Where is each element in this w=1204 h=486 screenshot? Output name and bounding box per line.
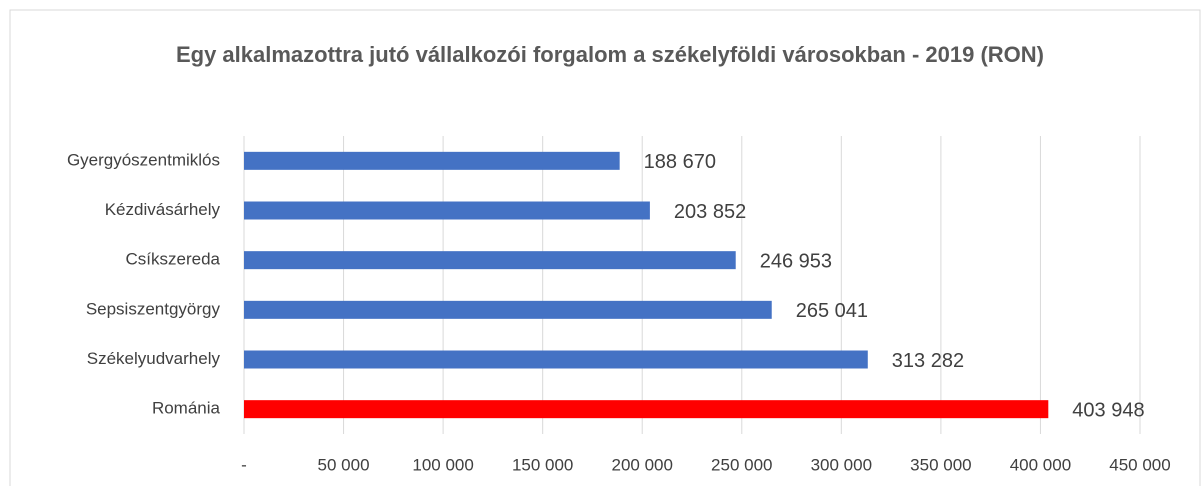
x-tick-label: 150 000 bbox=[512, 455, 573, 474]
bar bbox=[244, 300, 772, 319]
value-label: 188 670 bbox=[644, 151, 716, 173]
value-label: 203 852 bbox=[674, 201, 746, 223]
x-tick-label: 300 000 bbox=[811, 455, 872, 474]
bar bbox=[244, 201, 650, 220]
y-tick-label: Gyergyószentmiklós bbox=[67, 150, 220, 169]
value-label: 246 953 bbox=[760, 250, 832, 272]
y-tick-label: Románia bbox=[152, 399, 221, 418]
x-tick-label: - bbox=[241, 455, 247, 474]
value-label: 265 041 bbox=[796, 300, 868, 322]
x-tick-label: 250 000 bbox=[711, 455, 772, 474]
y-tick-label: Csíkszereda bbox=[126, 250, 221, 269]
y-tick-label: Sepsiszentgyörgy bbox=[86, 299, 221, 318]
bar bbox=[244, 151, 620, 170]
chart-title: Egy alkalmazottra jutó vállalkozói forga… bbox=[175, 42, 1045, 67]
x-tick-label: 400 000 bbox=[1010, 455, 1071, 474]
bar bbox=[244, 400, 1049, 419]
x-tick-label: 450 000 bbox=[1109, 455, 1170, 474]
x-tick-label: 100 000 bbox=[412, 455, 473, 474]
x-tick-label: 50 000 bbox=[318, 455, 370, 474]
bar bbox=[244, 251, 736, 270]
x-tick-label: 350 000 bbox=[910, 455, 971, 474]
value-label: 403 948 bbox=[1072, 399, 1144, 421]
y-tick-label: Kézdivásárhely bbox=[105, 200, 221, 219]
y-tick-label: Székelyudvarhely bbox=[87, 349, 221, 368]
bar bbox=[244, 350, 868, 369]
value-label: 313 282 bbox=[892, 350, 964, 372]
x-tick-label: 200 000 bbox=[611, 455, 672, 474]
